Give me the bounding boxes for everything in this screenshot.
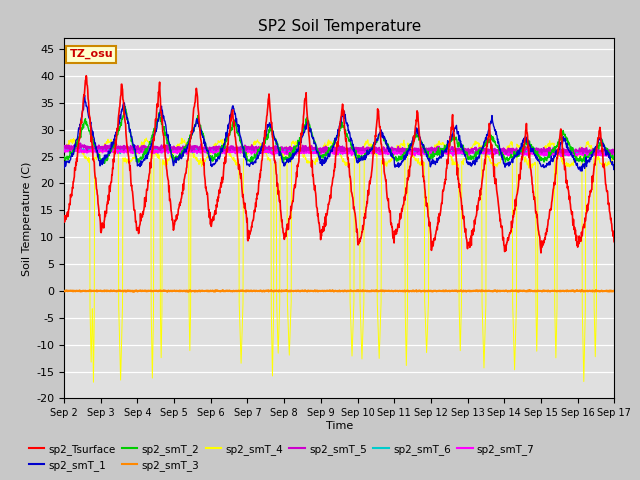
Y-axis label: Soil Temperature (C): Soil Temperature (C) (22, 161, 32, 276)
Text: TZ_osu: TZ_osu (70, 49, 113, 60)
X-axis label: Time: Time (326, 421, 353, 431)
Title: SP2 Soil Temperature: SP2 Soil Temperature (257, 20, 421, 35)
Legend: sp2_Tsurface, sp2_smT_1, sp2_smT_2, sp2_smT_3, sp2_smT_4, sp2_smT_5, sp2_smT_6, : sp2_Tsurface, sp2_smT_1, sp2_smT_2, sp2_… (24, 439, 539, 475)
